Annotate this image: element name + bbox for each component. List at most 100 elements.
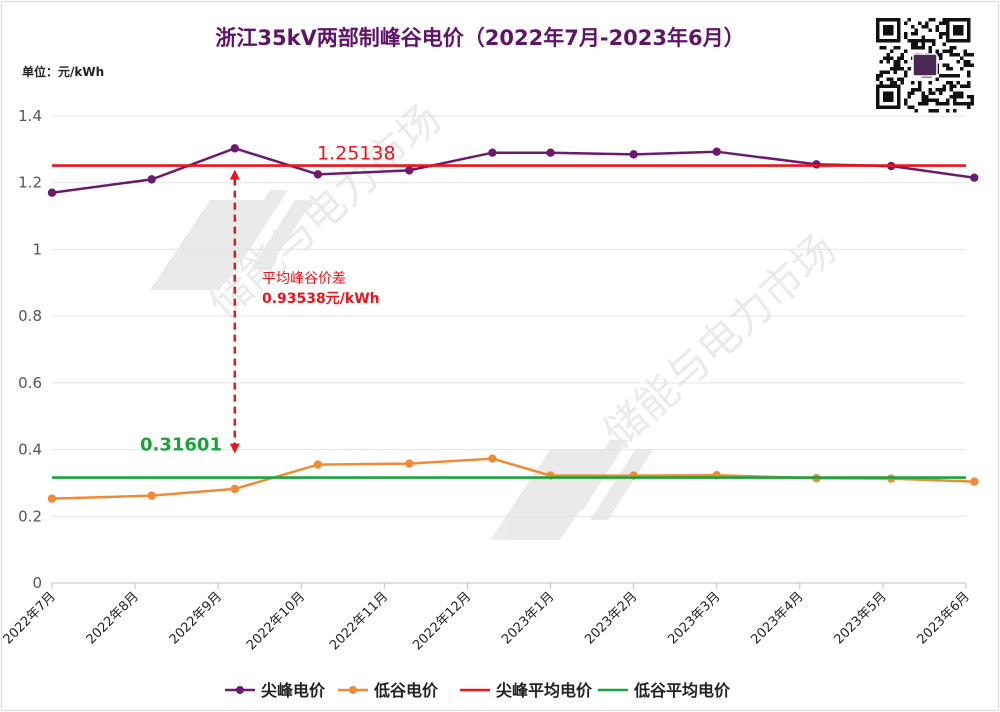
valley-average-label: 0.31601 xyxy=(140,435,222,456)
qr-module xyxy=(949,81,953,85)
qr-module xyxy=(904,32,908,36)
qr-module xyxy=(907,105,911,109)
qr-module xyxy=(893,67,897,71)
qr-module xyxy=(890,49,894,53)
qr-module xyxy=(914,109,918,113)
qr-module xyxy=(921,35,925,39)
qr-module xyxy=(960,56,964,60)
qr-module xyxy=(963,84,967,88)
qr-module xyxy=(953,46,957,50)
qr-module xyxy=(935,88,939,92)
qr-module xyxy=(970,102,974,106)
qr-module xyxy=(914,42,918,46)
qr-module xyxy=(939,91,943,95)
qr-module xyxy=(879,60,883,64)
qr-module xyxy=(956,74,960,78)
qr-module xyxy=(925,95,929,99)
qr-module xyxy=(949,95,953,99)
qr-module xyxy=(928,39,932,43)
qr-module xyxy=(967,70,971,74)
qr-module xyxy=(946,98,950,102)
qr-module xyxy=(904,49,908,53)
qr-module xyxy=(939,88,943,92)
x-tick-label: 2023年2月 xyxy=(582,589,640,647)
qr-module xyxy=(921,39,925,43)
x-tick-label: 2022年9月 xyxy=(167,589,225,647)
data-point xyxy=(546,148,555,157)
qr-module xyxy=(876,77,880,81)
qr-module xyxy=(900,67,904,71)
qr-module xyxy=(942,88,946,92)
watermark-logo-bars xyxy=(225,190,313,270)
qr-module xyxy=(879,81,883,85)
data-point xyxy=(629,150,638,159)
watermark-logo-shape xyxy=(490,450,620,540)
qr-module xyxy=(893,81,897,85)
qr-module xyxy=(932,91,936,95)
watermark-text: 储能与电力市场 xyxy=(594,224,845,457)
qr-finder-center xyxy=(883,91,894,102)
qr-module xyxy=(918,46,922,50)
qr-module xyxy=(897,56,901,60)
x-tick-label: 2023年5月 xyxy=(832,589,890,647)
x-axis: 2022年7月 2022年8月 2022年9月 2022年10月 2022年11月 202… xyxy=(1,583,973,653)
y-tick-label: 1.2 xyxy=(18,174,42,192)
data-point xyxy=(230,144,239,153)
qr-module xyxy=(914,28,918,32)
y-tick-label: 0.4 xyxy=(18,441,42,459)
qr-module xyxy=(918,84,922,88)
x-tick-label: 2023年4月 xyxy=(748,589,806,647)
qr-module xyxy=(935,102,939,106)
qr-module xyxy=(907,39,911,43)
qr-module xyxy=(970,98,974,102)
data-point xyxy=(147,491,156,500)
qr-module xyxy=(893,70,897,74)
qr-module xyxy=(897,60,901,64)
qr-module xyxy=(890,77,894,81)
difference-value: 0.93538元/kWh xyxy=(262,291,380,307)
qr-module xyxy=(921,95,925,99)
qr-module xyxy=(897,46,901,50)
qr-module xyxy=(925,21,929,25)
qr-module xyxy=(953,102,957,106)
qr-module xyxy=(949,74,953,78)
series-line-1 xyxy=(51,147,975,194)
qr-module xyxy=(970,95,974,99)
qr-module xyxy=(876,74,880,78)
qr-module xyxy=(900,77,904,81)
qr-logo-badge xyxy=(912,53,938,77)
legend: 尖峰电价 低谷电价 尖峰平均电价 低谷平均电价 xyxy=(225,681,731,700)
qr-module xyxy=(949,67,953,71)
qr-module xyxy=(883,70,887,74)
x-tick-label: 2023年6月 xyxy=(915,589,973,647)
qr-module xyxy=(963,60,967,64)
qr-module xyxy=(883,46,887,50)
qr-module xyxy=(956,53,960,57)
qr-module xyxy=(883,56,887,60)
qr-module xyxy=(928,98,932,102)
qr-module xyxy=(918,88,922,92)
data-point xyxy=(970,477,979,486)
qr-module xyxy=(953,98,957,102)
qr-module xyxy=(928,88,932,92)
data-point xyxy=(47,494,57,503)
qr-module xyxy=(939,74,943,78)
qr-module xyxy=(928,49,932,53)
series-layer xyxy=(47,144,979,503)
legend-label: 尖峰平均电价 xyxy=(496,681,593,700)
qr-module xyxy=(911,88,915,92)
qr-module xyxy=(963,49,967,53)
qr-module xyxy=(956,60,960,64)
x-tick-label: 2022年7月 xyxy=(1,589,59,647)
qr-module xyxy=(886,77,890,81)
qr-module xyxy=(886,70,890,74)
qr-module xyxy=(953,84,957,88)
qr-module xyxy=(942,42,946,46)
qr-module xyxy=(879,74,883,78)
qr-module xyxy=(949,88,953,92)
qr-module xyxy=(921,46,925,50)
qr-module xyxy=(935,109,939,113)
qr-module xyxy=(949,53,953,57)
legend-marker xyxy=(349,686,357,694)
